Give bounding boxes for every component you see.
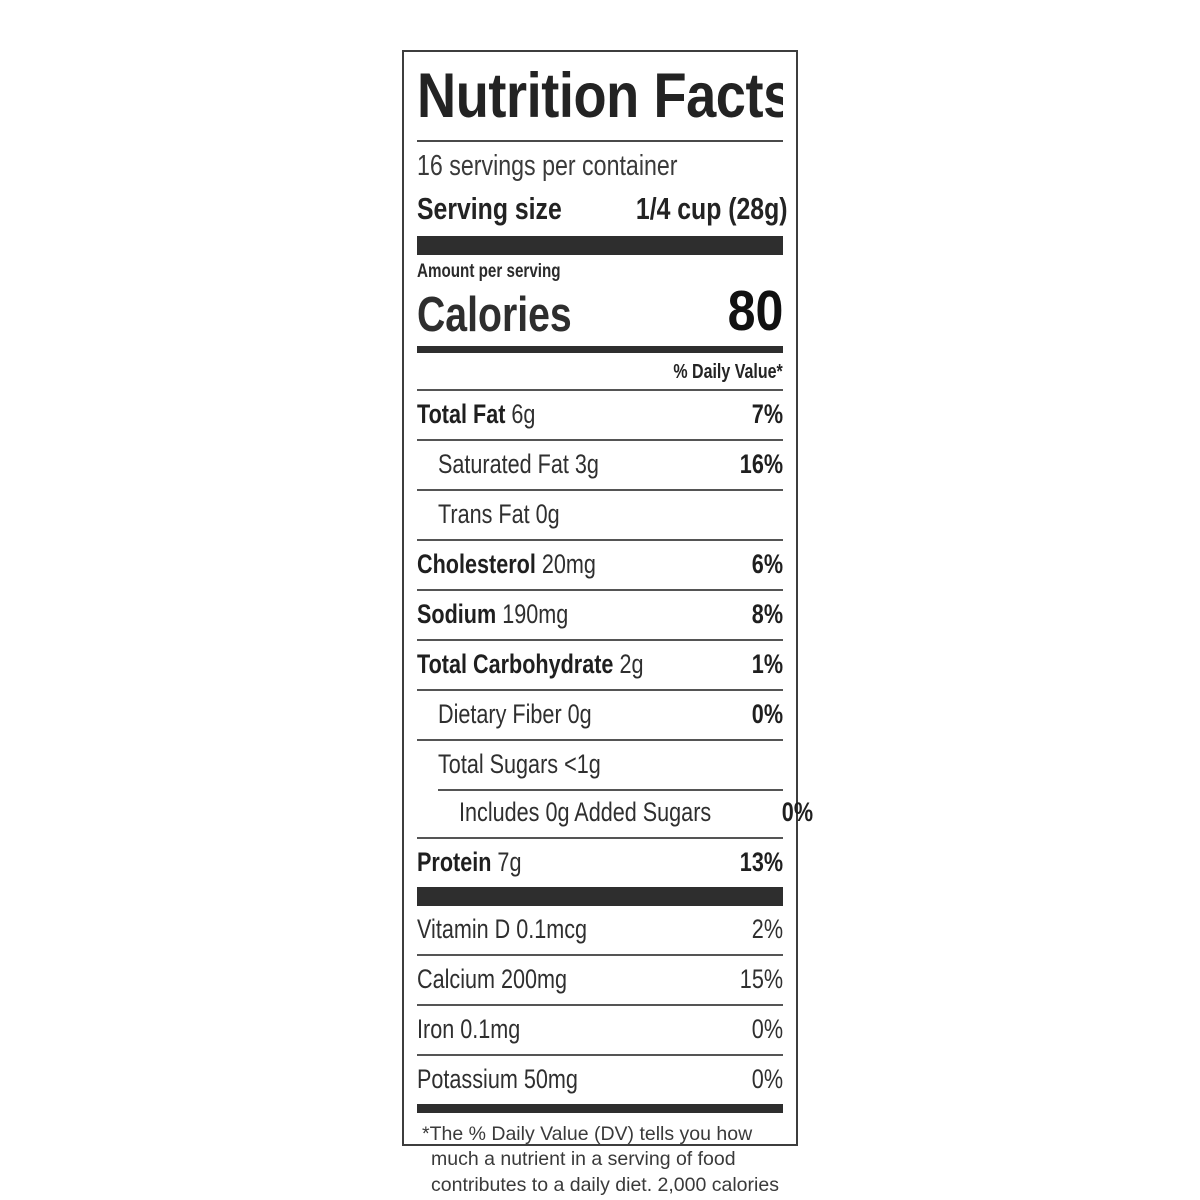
table-row-total-fat: Total Fat 6g 7%: [417, 389, 783, 439]
protein-dv: 13%: [739, 847, 783, 877]
total-carbohydrate-dv: 1%: [751, 649, 783, 679]
calories-label: Calories: [417, 288, 572, 342]
potassium-dv: 0%: [751, 1064, 783, 1094]
table-row-potassium: Potassium 50mg 0%: [417, 1054, 783, 1104]
total-fat-dv: 7%: [751, 399, 783, 429]
cholesterol-dv: 6%: [751, 549, 783, 579]
divider-bar-footnote: [417, 1104, 783, 1113]
vitamin-d-dv: 2%: [751, 914, 783, 944]
sodium-dv: 8%: [751, 599, 783, 629]
daily-value-header: % Daily Value*: [673, 361, 783, 383]
dietary-fiber-label: Dietary Fiber 0g: [438, 699, 592, 729]
divider-bar-calories: [417, 346, 783, 353]
total-sugars-label: Total Sugars <1g: [438, 749, 601, 779]
saturated-fat-dv: 16%: [739, 449, 783, 479]
servings-per-container: 16 servings per container: [417, 142, 783, 181]
table-row-iron: Iron 0.1mg 0%: [417, 1004, 783, 1054]
table-row-total-sugars: Total Sugars <1g: [417, 739, 783, 789]
nutrition-facts-label: Nutrition Facts 16 servings per containe…: [402, 50, 813, 1200]
potassium-label: Potassium 50mg: [417, 1064, 578, 1094]
vitamin-rows: Vitamin D 0.1mcg 2% Calcium 200mg 15% Ir…: [417, 906, 783, 1104]
divider-bar-protein: [417, 887, 783, 906]
saturated-fat-label: Saturated Fat 3g: [438, 449, 599, 479]
table-row-vitamin-d: Vitamin D 0.1mcg 2%: [417, 906, 783, 954]
added-sugars-dv: 0%: [782, 797, 814, 827]
table-row-total-carbohydrate: Total Carbohydrate 2g 1%: [417, 639, 783, 689]
dietary-fiber-dv: 0%: [751, 699, 783, 729]
table-row-dietary-fiber: Dietary Fiber 0g 0%: [417, 689, 783, 739]
calories-row: Calories 80: [417, 281, 783, 346]
page-title: Nutrition Facts: [417, 52, 783, 138]
total-fat-label: Total Fat 6g: [417, 399, 536, 429]
calcium-dv: 15%: [739, 964, 783, 994]
nutrient-rows: Total Fat 6g 7% Saturated Fat 3g 16% Tra…: [417, 389, 813, 887]
iron-dv: 0%: [751, 1014, 783, 1044]
serving-size-row: Serving size 1/4 cup (28g): [417, 181, 787, 230]
sodium-label: Sodium 190mg: [417, 599, 569, 629]
trans-fat-label: Trans Fat 0g: [438, 499, 560, 529]
iron-label: Iron 0.1mg: [417, 1014, 521, 1044]
total-carbohydrate-label: Total Carbohydrate 2g: [417, 649, 644, 679]
cholesterol-label: Cholesterol 20mg: [417, 549, 596, 579]
table-row-calcium: Calcium 200mg 15%: [417, 954, 783, 1004]
amount-per-serving-label: Amount per serving: [417, 261, 561, 282]
calories-value: 80: [727, 279, 783, 343]
table-row-added-sugars: Includes 0g Added Sugars 0%: [417, 789, 813, 837]
table-row-trans-fat: Trans Fat 0g: [417, 489, 783, 539]
calcium-label: Calcium 200mg: [417, 964, 568, 994]
servings-per-container-text: 16 servings per container: [417, 150, 678, 182]
added-sugars-label: Includes 0g Added Sugars: [459, 797, 712, 827]
table-row-sodium: Sodium 190mg 8%: [417, 589, 783, 639]
divider-bar-servings: [417, 236, 783, 255]
nutrition-facts-title-text: Nutrition Facts: [417, 61, 783, 131]
title-rule: [417, 140, 783, 142]
protein-label: Protein 7g: [417, 847, 522, 877]
table-row-cholesterol: Cholesterol 20mg 6%: [417, 539, 783, 589]
serving-size-value: 1/4 cup (28g): [635, 191, 788, 226]
table-row-saturated-fat: Saturated Fat 3g 16%: [417, 439, 783, 489]
daily-value-footnote: *The % Daily Value (DV) tells you how mu…: [422, 1123, 779, 1200]
serving-size-label: Serving size: [417, 191, 562, 226]
table-row-protein: Protein 7g 13%: [417, 837, 783, 887]
vitamin-d-label: Vitamin D 0.1mcg: [417, 914, 588, 944]
